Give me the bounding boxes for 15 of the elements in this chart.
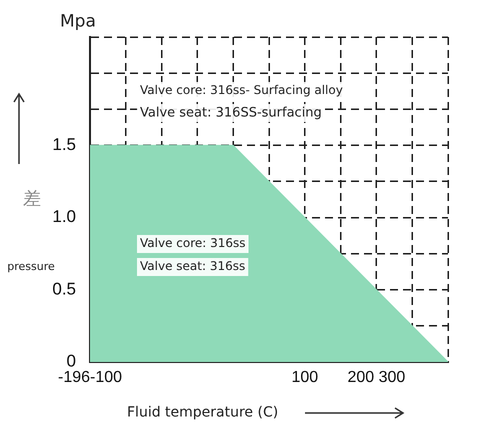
annotation: Valve seat: 316ss xyxy=(140,259,246,274)
y-tick-label: 0.5 xyxy=(52,279,76,298)
x-tick-label: 100 xyxy=(291,369,318,386)
annotation: Valve core: 316ss xyxy=(140,236,246,250)
annotation: Valve seat: 316SS-surfacing xyxy=(140,105,322,120)
x-axis-title: Fluid temperature (C) xyxy=(127,404,278,421)
text: 差 xyxy=(23,188,41,210)
annotation: Valve core: 316ss- Surfacing alloy xyxy=(140,83,343,98)
x-tick-label: -196-100 xyxy=(58,369,122,386)
y-tick-label: 1.5 xyxy=(52,135,76,154)
y-tick-label: 0 xyxy=(66,352,76,371)
y-tick-label: 1.0 xyxy=(52,207,76,226)
y-axis-title: pressure xyxy=(7,260,55,273)
x-tick-label: 200 300 xyxy=(347,369,406,386)
text: Mpa xyxy=(60,11,96,32)
